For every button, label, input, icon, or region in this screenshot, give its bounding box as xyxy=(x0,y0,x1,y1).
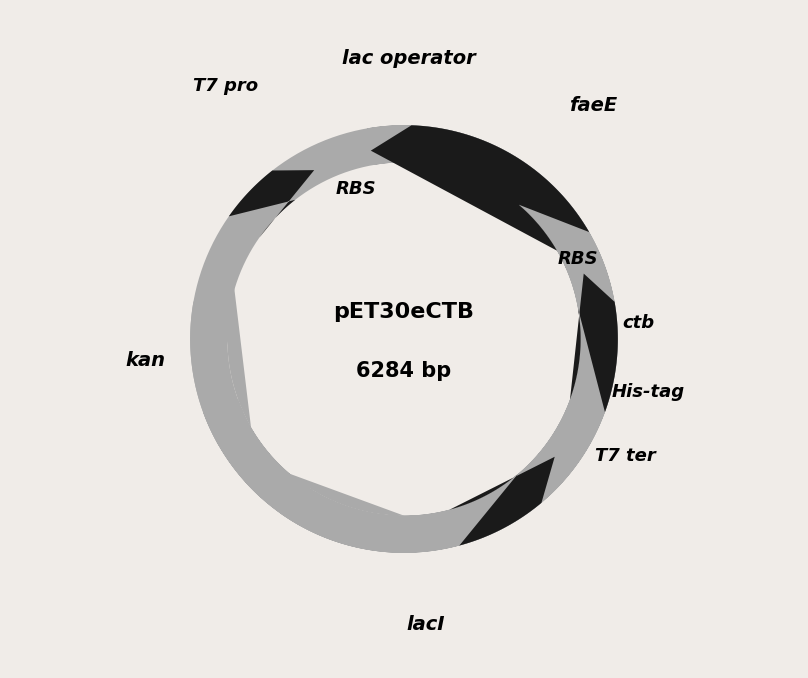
Polygon shape xyxy=(229,170,314,238)
Text: faeE: faeE xyxy=(569,96,617,115)
Polygon shape xyxy=(545,401,600,468)
Polygon shape xyxy=(190,258,251,446)
Polygon shape xyxy=(450,457,555,546)
Text: 6284 bp: 6284 bp xyxy=(356,361,452,381)
Text: lacI: lacI xyxy=(406,615,444,635)
Text: RBS: RBS xyxy=(336,180,377,197)
Text: RBS: RBS xyxy=(558,250,599,268)
Text: pET30eCTB: pET30eCTB xyxy=(334,302,474,323)
Polygon shape xyxy=(404,514,457,546)
Text: kan: kan xyxy=(125,351,165,370)
Text: ctb: ctb xyxy=(622,314,654,332)
Polygon shape xyxy=(258,462,404,553)
Polygon shape xyxy=(559,235,606,292)
Text: T7 pro: T7 pro xyxy=(193,77,258,95)
Polygon shape xyxy=(570,274,618,412)
Polygon shape xyxy=(371,125,589,251)
Polygon shape xyxy=(190,125,618,553)
Text: T7 ter: T7 ter xyxy=(595,447,656,465)
Polygon shape xyxy=(305,138,371,182)
Text: His-tag: His-tag xyxy=(611,383,684,401)
Text: lac operator: lac operator xyxy=(343,49,476,68)
